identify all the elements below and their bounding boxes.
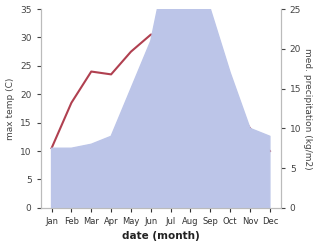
X-axis label: date (month): date (month) <box>122 231 200 242</box>
Y-axis label: max temp (C): max temp (C) <box>5 77 15 140</box>
Y-axis label: med. precipitation (kg/m2): med. precipitation (kg/m2) <box>303 48 313 169</box>
